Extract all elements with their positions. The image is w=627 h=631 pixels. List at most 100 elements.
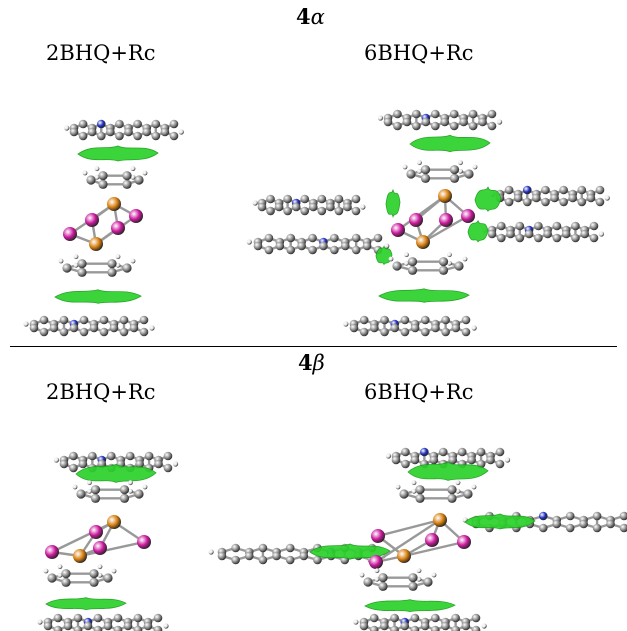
hydrogen-atom (353, 619, 359, 625)
carbon-atom (59, 315, 69, 325)
halide-atom (439, 213, 453, 227)
carbon-atom (586, 193, 596, 203)
hydrogen-atom (496, 119, 503, 125)
carbon-atom (123, 621, 133, 631)
carbon-atom (69, 323, 79, 333)
carbon-atom (122, 179, 132, 189)
carbon-atom (133, 625, 143, 631)
carbon-atom (308, 233, 317, 243)
carbon-atom (410, 625, 420, 631)
carbon-atom (62, 263, 72, 273)
bond (397, 195, 446, 231)
nci-surface (467, 219, 489, 243)
section-heading-alpha: 4α (296, 4, 325, 29)
carbon-atom (297, 241, 306, 251)
carbon-atom (83, 621, 93, 631)
carbon-atom (565, 523, 575, 533)
carbon-atom (107, 259, 117, 269)
carbon-atom (487, 229, 497, 239)
metal-atom (89, 237, 103, 251)
metal-atom (73, 549, 87, 563)
carbon-atom (266, 206, 275, 216)
carbon-atom (169, 119, 179, 129)
carbon-atom (552, 233, 562, 243)
metal-atom (397, 549, 411, 563)
carbon-atom (401, 459, 410, 469)
nci-surface (54, 289, 142, 304)
carbon-atom (69, 451, 78, 461)
carbon-atom (349, 323, 359, 333)
carbon-atom (133, 131, 142, 141)
carbon-atom (415, 485, 425, 495)
carbon-atom (571, 233, 580, 243)
carbon-atom (471, 613, 481, 623)
carbon-atom (299, 551, 309, 561)
bond (422, 214, 469, 244)
carbon-atom (87, 127, 97, 137)
halide-atom (89, 525, 103, 539)
carbon-atom (448, 455, 458, 465)
carbon-atom (133, 613, 143, 623)
panel-label-alpha-2bhq: 2BHQ+Rc (46, 41, 156, 65)
carbon-atom (550, 193, 559, 203)
carbon-atom (285, 555, 295, 565)
metal-atom (416, 235, 430, 249)
carbon-atom (441, 621, 450, 631)
halide-atom (111, 221, 125, 235)
bond (51, 520, 115, 554)
carbon-atom (343, 202, 352, 212)
carbon-atom (363, 577, 373, 587)
hydrogen-atom (130, 174, 136, 180)
carbon-atom (153, 625, 163, 631)
nci-surface (77, 145, 159, 162)
carbon-atom (153, 613, 163, 623)
carbon-atom (253, 241, 263, 251)
hydrogen-atom (142, 170, 148, 176)
carbon-atom (449, 109, 459, 119)
halide-atom (457, 535, 471, 549)
carbon-atom (129, 323, 139, 333)
carbon-atom (122, 263, 132, 273)
nitrogen-atom (96, 119, 106, 129)
carbon-atom (476, 447, 486, 457)
carbon-atom (515, 221, 525, 231)
carbon-atom (258, 555, 268, 565)
carbon-atom (300, 194, 310, 204)
carbon-atom (359, 327, 369, 337)
halide-atom (391, 223, 405, 237)
carbon-atom (449, 173, 460, 183)
carbon-atom (89, 577, 99, 587)
nci-surface (407, 461, 489, 481)
hydrogen-atom (458, 168, 463, 174)
hydrogen-atom (178, 129, 184, 135)
panel-label-alpha-6bhq: 6BHQ+Rc (364, 41, 474, 65)
carbon-atom (543, 229, 552, 239)
carbon-atom (378, 581, 388, 591)
carbon-atom (362, 241, 372, 251)
carbon-atom (286, 233, 296, 243)
carbon-atom (515, 233, 525, 243)
carbon-atom (119, 485, 130, 495)
carbon-atom (39, 327, 49, 337)
carbon-atom (440, 117, 450, 127)
hydrogen-atom (57, 564, 63, 570)
carbon-atom (286, 245, 296, 255)
carbon-atom (39, 315, 49, 325)
carbon-atom (351, 194, 361, 204)
carbon-atom (579, 519, 588, 529)
carbon-atom (231, 543, 240, 553)
hydrogen-atom (458, 160, 463, 166)
carbon-atom (99, 327, 109, 337)
carbon-atom (124, 127, 133, 137)
carbon-atom (401, 447, 410, 457)
carbon-atom (464, 169, 474, 179)
hydrogen-atom (374, 568, 380, 574)
carbon-atom (496, 233, 506, 243)
carbon-atom (504, 185, 514, 195)
carbon-atom (451, 323, 461, 333)
carbon-atom (107, 267, 117, 277)
carbon-atom (393, 121, 402, 131)
carbon-atom (538, 523, 548, 533)
carbon-atom (43, 621, 53, 631)
